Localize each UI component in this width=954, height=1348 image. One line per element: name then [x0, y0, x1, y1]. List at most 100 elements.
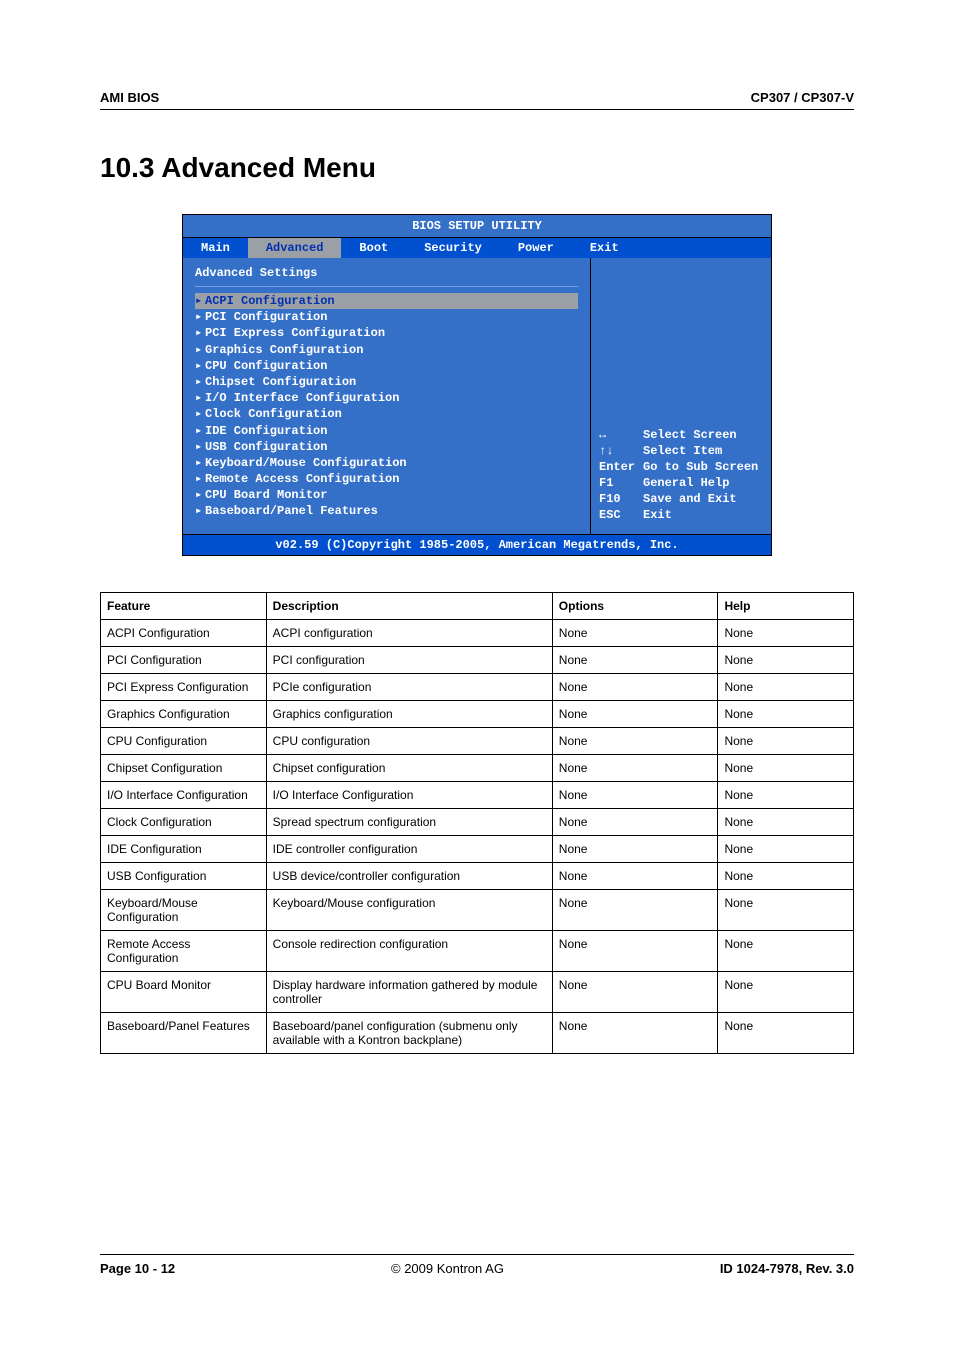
table-cell: None: [718, 727, 854, 754]
table-cell: CPU configuration: [266, 727, 552, 754]
help-key: F10: [599, 491, 643, 507]
footer-right: ID 1024-7978, Rev. 3.0: [720, 1261, 854, 1276]
menu-item[interactable]: ▸Baseboard/Panel Features: [195, 503, 578, 519]
help-row: ↑↓Select Item: [599, 443, 765, 459]
submenu-arrow-icon: ▸: [195, 406, 205, 422]
help-row: F10Save and Exit: [599, 491, 765, 507]
table-cell: None: [552, 835, 718, 862]
feature-table: FeatureDescriptionOptionsHelp ACPI Confi…: [100, 592, 854, 1054]
menu-item-label: Remote Access Configuration: [205, 471, 399, 487]
help-text: General Help: [643, 475, 729, 491]
menu-item[interactable]: ▸I/O Interface Configuration: [195, 390, 578, 406]
table-cell: None: [718, 808, 854, 835]
table-cell: None: [552, 727, 718, 754]
help-text: Exit: [643, 507, 672, 523]
table-column-header: Description: [266, 592, 552, 619]
table-row: ACPI ConfigurationACPI configurationNone…: [101, 619, 854, 646]
table-cell: Baseboard/panel configuration (submenu o…: [266, 1012, 552, 1053]
table-cell: None: [718, 835, 854, 862]
bios-help-pane: ↔Select Screen↑↓Select ItemEnterGo to Su…: [591, 258, 771, 534]
table-cell: PCI Configuration: [101, 646, 267, 673]
menu-item[interactable]: ▸Chipset Configuration: [195, 374, 578, 390]
tab-power[interactable]: Power: [500, 238, 572, 258]
menu-item-label: Baseboard/Panel Features: [205, 503, 378, 519]
table-cell: None: [718, 930, 854, 971]
menu-item-label: I/O Interface Configuration: [205, 390, 399, 406]
help-row: ↔Select Screen: [599, 427, 765, 443]
help-row: F1General Help: [599, 475, 765, 491]
tab-advanced[interactable]: Advanced: [248, 238, 342, 258]
tab-exit[interactable]: Exit: [572, 238, 637, 258]
menu-item[interactable]: ▸Keyboard/Mouse Configuration: [195, 455, 578, 471]
bios-menu: ▸ACPI Configuration▸PCI Configuration▸PC…: [195, 293, 578, 520]
header-right: CP307 / CP307-V: [751, 90, 854, 105]
table-cell: None: [718, 862, 854, 889]
table-cell: None: [718, 646, 854, 673]
submenu-arrow-icon: ▸: [195, 374, 205, 390]
submenu-arrow-icon: ▸: [195, 309, 205, 325]
menu-item-label: Keyboard/Mouse Configuration: [205, 455, 407, 471]
menu-item[interactable]: ▸IDE Configuration: [195, 423, 578, 439]
table-cell: None: [552, 808, 718, 835]
bios-body: Advanced Settings ▸ACPI Configuration▸PC…: [183, 258, 771, 534]
page-footer: Page 10 - 12 © 2009 Kontron AG ID 1024-7…: [100, 1254, 854, 1276]
table-cell: Graphics Configuration: [101, 700, 267, 727]
table-row: Chipset ConfigurationChipset configurati…: [101, 754, 854, 781]
submenu-arrow-icon: ▸: [195, 293, 205, 309]
section-heading: 10.3 Advanced Menu: [100, 152, 854, 184]
tab-main[interactable]: Main: [183, 238, 248, 258]
table-cell: IDE Configuration: [101, 835, 267, 862]
menu-item[interactable]: ▸Clock Configuration: [195, 406, 578, 422]
bios-utility: BIOS SETUP UTILITY MainAdvancedBootSecur…: [182, 214, 772, 556]
menu-item[interactable]: ▸PCI Express Configuration: [195, 325, 578, 341]
table-cell: Spread spectrum configuration: [266, 808, 552, 835]
menu-item-label: USB Configuration: [205, 439, 327, 455]
table-cell: PCI Express Configuration: [101, 673, 267, 700]
menu-item[interactable]: ▸PCI Configuration: [195, 309, 578, 325]
tab-security[interactable]: Security: [406, 238, 500, 258]
bios-panel-title: Advanced Settings: [195, 264, 578, 284]
menu-item-label: Clock Configuration: [205, 406, 342, 422]
table-cell: IDE controller configuration: [266, 835, 552, 862]
table-cell: ACPI Configuration: [101, 619, 267, 646]
help-list: ↔Select Screen↑↓Select ItemEnterGo to Su…: [599, 427, 765, 524]
submenu-arrow-icon: ▸: [195, 503, 205, 519]
table-cell: CPU Board Monitor: [101, 971, 267, 1012]
table-row: CPU ConfigurationCPU configurationNoneNo…: [101, 727, 854, 754]
table-cell: Keyboard/Mouse configuration: [266, 889, 552, 930]
page: AMI BIOS CP307 / CP307-V 10.3 Advanced M…: [0, 0, 954, 1316]
menu-item[interactable]: ▸Graphics Configuration: [195, 342, 578, 358]
menu-item[interactable]: ▸CPU Configuration: [195, 358, 578, 374]
menu-item-label: Graphics Configuration: [205, 342, 363, 358]
table-cell: Console redirection configuration: [266, 930, 552, 971]
table-cell: None: [552, 862, 718, 889]
table-cell: Chipset configuration: [266, 754, 552, 781]
table-cell: None: [718, 971, 854, 1012]
help-key: ESC: [599, 507, 643, 523]
bios-copyright: v02.59 (C)Copyright 1985-2005, American …: [183, 534, 771, 555]
menu-item[interactable]: ▸ACPI Configuration: [195, 293, 578, 309]
menu-item-label: PCI Configuration: [205, 309, 327, 325]
help-text: Go to Sub Screen: [643, 459, 758, 475]
help-key: ↑↓: [599, 443, 643, 459]
menu-item[interactable]: ▸USB Configuration: [195, 439, 578, 455]
table-column-header: Options: [552, 592, 718, 619]
help-text: Select Item: [643, 443, 722, 459]
table-row: Keyboard/Mouse ConfigurationKeyboard/Mou…: [101, 889, 854, 930]
footer-left: Page 10 - 12: [100, 1261, 175, 1276]
table-cell: None: [552, 646, 718, 673]
submenu-arrow-icon: ▸: [195, 325, 205, 341]
table-row: USB ConfigurationUSB device/controller c…: [101, 862, 854, 889]
submenu-arrow-icon: ▸: [195, 487, 205, 503]
table-cell: I/O Interface Configuration: [101, 781, 267, 808]
menu-item[interactable]: ▸CPU Board Monitor: [195, 487, 578, 503]
header-left: AMI BIOS: [100, 90, 159, 105]
tab-boot[interactable]: Boot: [341, 238, 406, 258]
table-cell: None: [718, 889, 854, 930]
submenu-arrow-icon: ▸: [195, 390, 205, 406]
menu-item-label: IDE Configuration: [205, 423, 327, 439]
menu-item-label: CPU Configuration: [205, 358, 327, 374]
menu-item[interactable]: ▸Remote Access Configuration: [195, 471, 578, 487]
bios-title: BIOS SETUP UTILITY: [183, 215, 771, 238]
table-cell: USB Configuration: [101, 862, 267, 889]
